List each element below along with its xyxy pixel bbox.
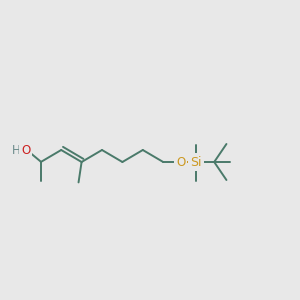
Text: Si: Si bbox=[190, 155, 202, 169]
Text: H: H bbox=[12, 143, 21, 157]
Text: O: O bbox=[21, 143, 30, 157]
Text: O: O bbox=[176, 155, 185, 169]
